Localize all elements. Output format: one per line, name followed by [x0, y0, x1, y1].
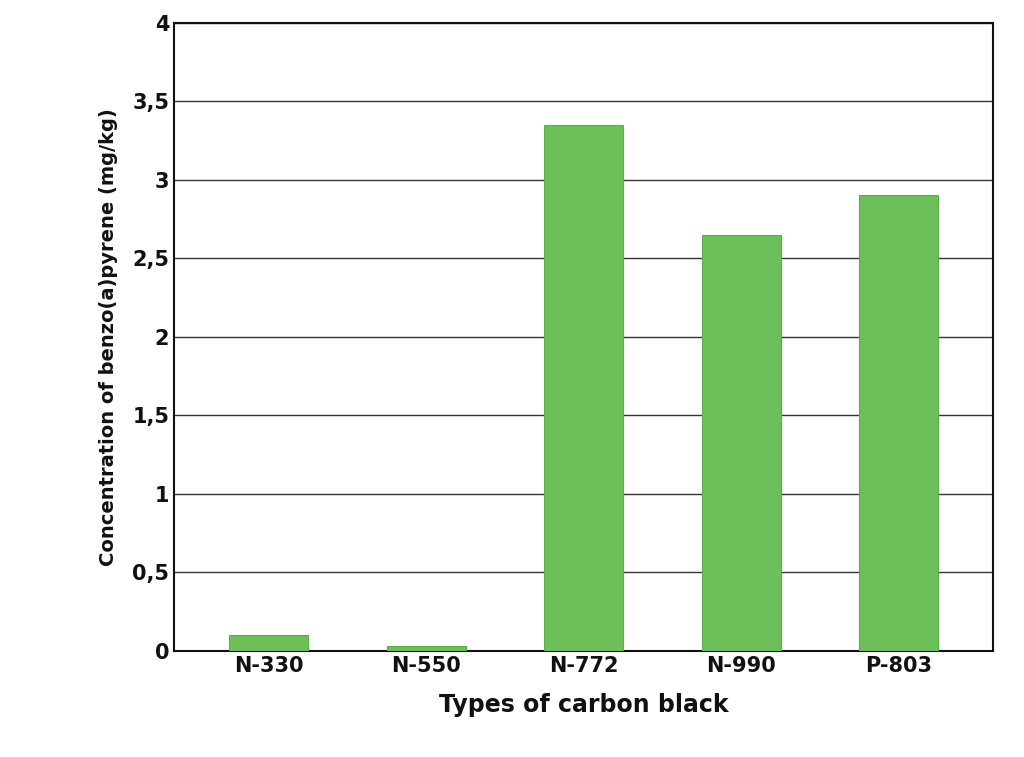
Y-axis label: Concentration of benzo(a)pyrene (mg/kg): Concentration of benzo(a)pyrene (mg/kg) — [99, 108, 119, 565]
Bar — [545, 125, 623, 651]
X-axis label: Types of carbon black: Types of carbon black — [439, 693, 728, 717]
Bar — [229, 635, 308, 651]
Bar — [701, 235, 780, 651]
Bar — [387, 646, 466, 651]
Bar — [859, 195, 938, 651]
